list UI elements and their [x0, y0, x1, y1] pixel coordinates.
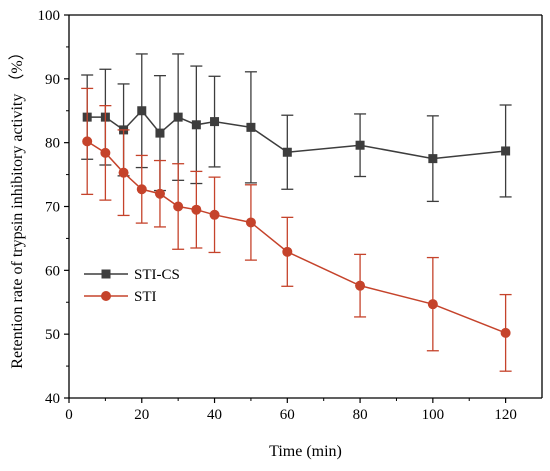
- data-point: [100, 147, 111, 158]
- legend: STI-CS STI: [84, 267, 180, 305]
- ticks: 0 20 40 60 80 100 120 40 50 60 70 80 90 100: [38, 8, 517, 423]
- series-layer: [81, 53, 512, 372]
- y-tick-label: 100: [38, 8, 61, 24]
- legend-marker: [101, 269, 111, 279]
- x-tick-label: 40: [207, 407, 222, 423]
- data-point: [210, 117, 220, 127]
- x-tick-label: 80: [353, 407, 368, 423]
- data-point: [245, 217, 256, 228]
- data-point: [118, 167, 129, 178]
- legend-marker: [101, 291, 111, 301]
- data-point: [154, 188, 165, 199]
- series-line: [87, 109, 506, 160]
- data-point: [500, 327, 511, 338]
- legend-label: STI: [134, 289, 157, 305]
- y-tick-label: 50: [45, 327, 60, 343]
- data-point: [428, 154, 438, 164]
- x-tick-label: 20: [134, 407, 149, 423]
- series-1: [81, 53, 512, 203]
- data-point: [355, 140, 365, 150]
- x-tick-label: 100: [422, 407, 445, 423]
- x-tick-label: 120: [494, 407, 517, 423]
- y-tick-label: 70: [45, 200, 60, 216]
- y-tick-label: 40: [45, 391, 60, 407]
- legend-entry: STI: [84, 289, 157, 305]
- x-axis-title: Time (min): [269, 443, 342, 460]
- axes: [68, 14, 543, 399]
- data-point: [501, 146, 511, 156]
- data-point: [173, 112, 183, 122]
- data-point: [173, 201, 184, 212]
- data-point: [282, 246, 293, 257]
- data-point: [136, 184, 147, 195]
- data-point: [191, 204, 202, 215]
- y-tick-label: 80: [45, 136, 60, 152]
- data-point: [246, 122, 256, 132]
- x-tick-label: 0: [65, 407, 73, 423]
- data-point: [155, 128, 165, 138]
- data-point: [82, 136, 93, 147]
- data-point: [355, 280, 366, 291]
- data-point: [191, 120, 201, 130]
- data-point: [209, 209, 220, 220]
- x-tick-label: 60: [280, 407, 295, 423]
- data-point: [282, 147, 292, 157]
- data-point: [427, 299, 438, 310]
- legend-entry: STI-CS: [84, 267, 180, 283]
- y-axis-title: Retention rate of trypsin inhibitory act…: [8, 44, 26, 368]
- y-tick-label: 60: [45, 263, 60, 279]
- legend-label: STI-CS: [134, 267, 180, 283]
- series-2: [81, 87, 512, 372]
- data-point: [137, 106, 147, 116]
- y-tick-label: 90: [45, 72, 60, 88]
